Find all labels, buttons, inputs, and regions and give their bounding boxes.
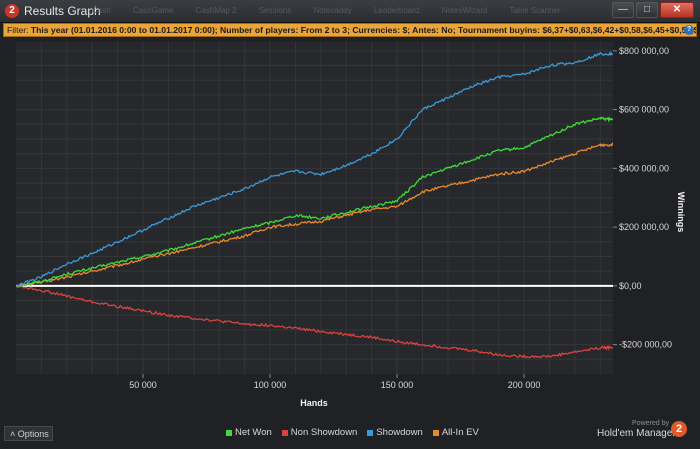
legend-swatch [281, 429, 288, 436]
powered-by-text: Powered by [632, 420, 669, 427]
options-label: Options [17, 429, 49, 439]
close-button[interactable]: ✕ [660, 2, 694, 18]
background-tab[interactable]: NotesWizard [441, 6, 488, 15]
background-tab[interactable]: Table Scanner [509, 6, 561, 15]
holdem-manager-logo-icon: 2 [671, 421, 687, 437]
chart-legend: Net Won Non Showdown Showdown All-In EV [226, 427, 479, 438]
legend-item[interactable]: Non Showdown [281, 427, 358, 438]
filter-bar[interactable]: Filter: This year (01.01.2016 0:00 to 01… [3, 23, 697, 37]
legend-label: Net Won [235, 427, 272, 438]
legend-label: All-In EV [441, 427, 479, 438]
app-logo-icon: 2 [5, 4, 19, 18]
chevron-up-icon: ˄ [10, 429, 16, 439]
product-name: Hold'em Manager [597, 428, 676, 439]
legend-label: Showdown [376, 427, 423, 438]
legend-item[interactable]: All-In EV [432, 427, 479, 438]
background-tab[interactable]: Leaderboard [373, 6, 420, 15]
legend-item[interactable]: Showdown [367, 427, 423, 438]
legend-swatch [367, 429, 374, 436]
minimize-button[interactable]: — [612, 2, 634, 18]
options-button[interactable]: ˄ Options [4, 426, 53, 441]
window-title: Results Graph [24, 4, 101, 18]
background-tabs: Cash CashGame CashMap 2 Sessions Notecad… [92, 6, 581, 15]
filter-label: Filter: [7, 25, 29, 35]
legend-swatch [226, 429, 232, 436]
filter-text: This year (01.01.2016 0:00 to 01.01.2017… [30, 25, 696, 35]
window-controls: — □ ✕ [612, 2, 694, 18]
help-icon[interactable]: ? [684, 25, 694, 35]
legend-swatch [432, 429, 439, 436]
legend-label: Non Showdown [290, 427, 358, 438]
background-tab[interactable]: Cash [92, 6, 111, 15]
title-bar: 2 Results Graph Cash CashGame CashMap 2 … [0, 0, 700, 23]
legend-item[interactable]: Net Won [226, 427, 272, 438]
background-tab[interactable]: CashMap 2 [195, 6, 237, 15]
background-tab[interactable]: Sessions [258, 6, 292, 15]
background-tab[interactable]: Notecaddy [313, 6, 352, 15]
chart-area [0, 38, 700, 449]
background-tab[interactable]: CashGame [132, 6, 174, 15]
maximize-button[interactable]: □ [636, 2, 658, 18]
